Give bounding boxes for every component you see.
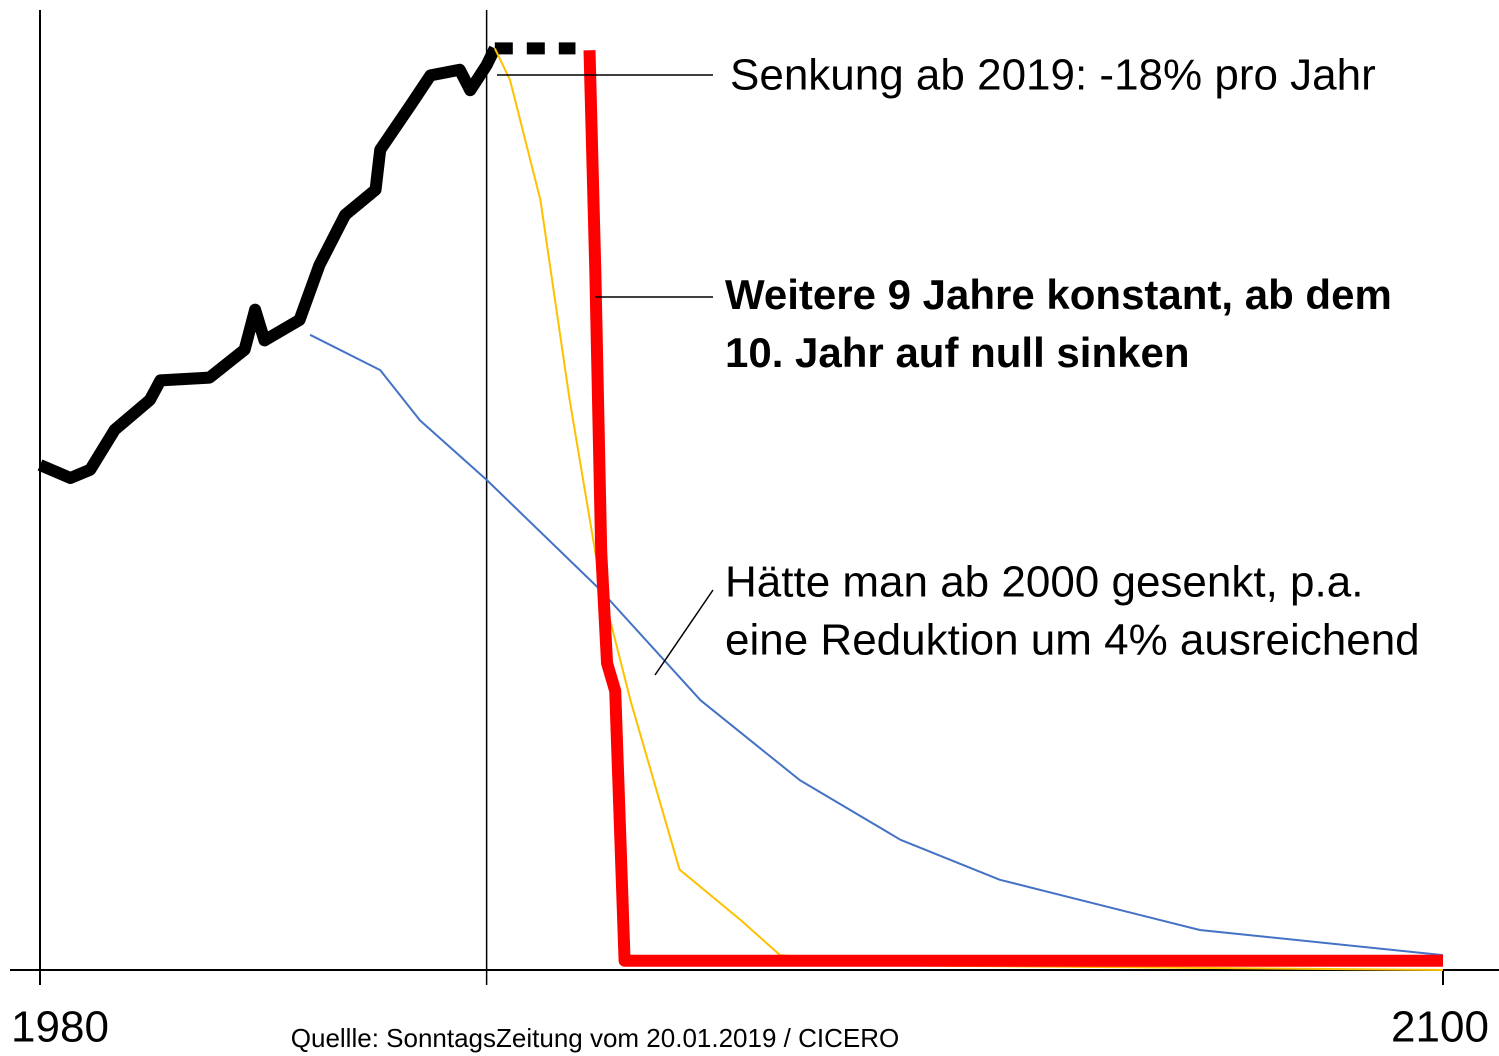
leader-line bbox=[654, 589, 714, 676]
data-line bbox=[493, 47, 1444, 971]
annotation: Hätte man ab 2000 gesenkt, p.a. bbox=[725, 558, 1363, 607]
data-line bbox=[37, 45, 501, 485]
annotation: Weitere 9 Jahre konstant, ab dem bbox=[725, 271, 1392, 318]
source: Quellle: SonntagsZeitung vom 20.01.2019 … bbox=[291, 1023, 899, 1053]
x-tick-label: 2100 bbox=[1391, 1003, 1489, 1052]
x-tick-label: 1980 bbox=[11, 1003, 109, 1052]
annotation: eine Reduktion um 4% ausreichend bbox=[725, 616, 1420, 665]
annotation: Senkung ab 2019: -18% pro Jahr bbox=[730, 51, 1376, 100]
annotation: 10. Jahr auf null sinken bbox=[725, 329, 1189, 376]
data-line bbox=[309, 333, 1444, 957]
data-line bbox=[583, 50, 1443, 967]
